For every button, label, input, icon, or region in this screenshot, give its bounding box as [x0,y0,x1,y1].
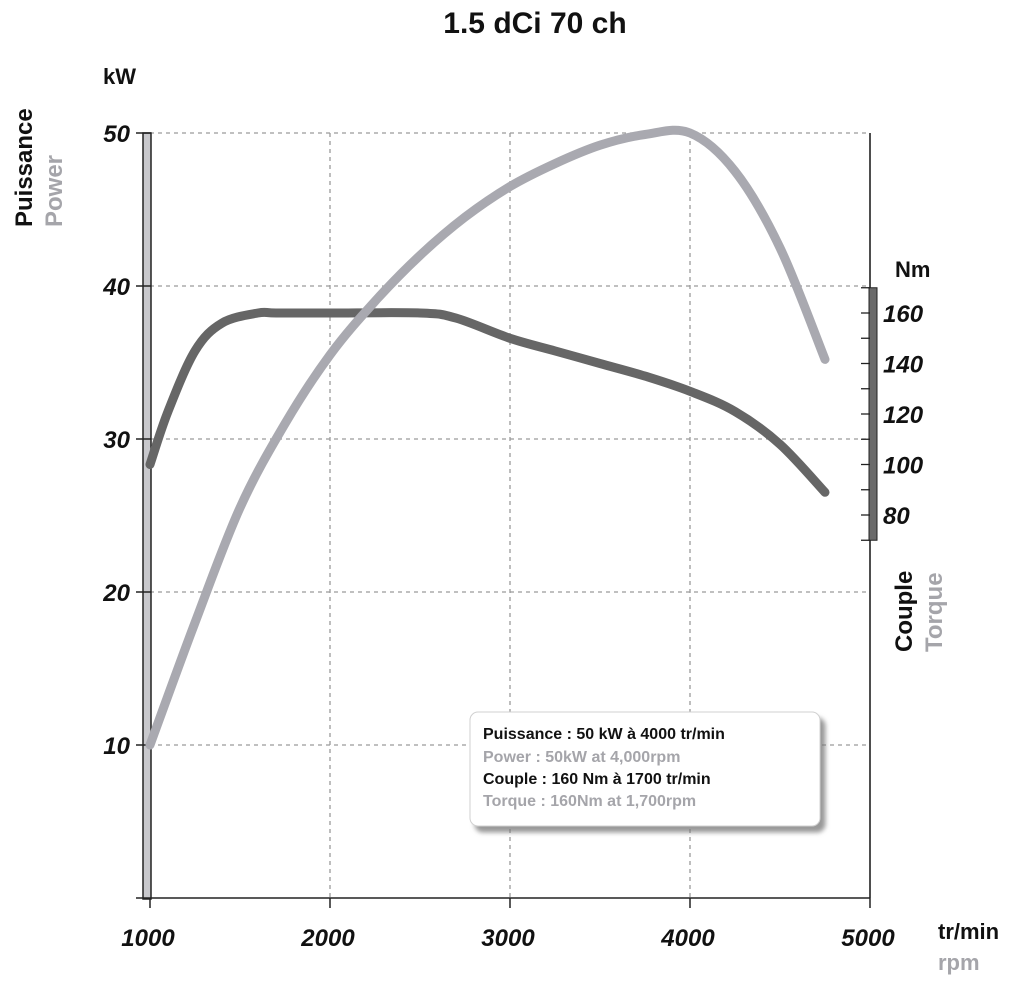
y-left-tick-label-30: 30 [103,427,130,454]
y-left-tick-label-50: 50 [103,121,130,148]
y-right-tick-label-100: 100 [883,453,924,480]
annotation-line-power-en: Power : 50kW at 4,000rpm [483,749,680,766]
x-axis-label: tr/min [938,919,999,944]
right-axis-label-secondary: Torque [921,572,948,652]
axes [136,132,878,908]
x-tick-label-1000: 1000 [121,925,175,952]
y-left-tick-label-40: 40 [102,274,130,301]
right-axis-unit: Nm [895,257,930,282]
right-axis-bar [868,287,878,541]
tick-labels: 10 20 30 40 50 1000 2000 3000 4000 5000 80 100 120 14… [102,121,923,952]
x-tick-label-4000: 4000 [660,925,715,952]
x-axis-label-secondary: rpm [938,950,980,975]
chart-title: 1.5 dCi 70 ch [443,7,626,40]
x-tick-label-5000: 5000 [841,925,895,952]
y-left-tick-label-20: 20 [102,580,130,607]
series-line-torque [145,307,830,497]
y-right-tick-label-120: 120 [883,402,924,429]
annotation-line-torque-fr: Couple : 160 Nm à 1700 tr/min [483,771,711,788]
y-right-tick-label-140: 140 [883,352,924,379]
x-tick-label-3000: 3000 [481,925,535,952]
left-axis-unit: kW [103,64,136,89]
annotation-line-torque-en: Torque : 160Nm at 1,700rpm [483,793,696,810]
right-axis-label: Couple [891,571,918,652]
y-right-tick-label-80: 80 [883,503,910,530]
series-line-power [145,125,830,750]
x-tick-label-2000: 2000 [300,925,355,952]
annotation-line-power-fr: Puissance : 50 kW à 4000 tr/min [483,726,725,743]
left-axis-label-secondary: Power [41,155,68,227]
y-left-tick-label-10: 10 [103,733,130,760]
series [145,125,830,750]
annotation-box: Puissance : 50 kW à 4000 tr/min Power : … [469,711,821,827]
left-axis-bar [142,132,152,900]
left-axis-label: Puissance [11,108,38,227]
y-right-tick-label-160: 160 [883,301,924,328]
